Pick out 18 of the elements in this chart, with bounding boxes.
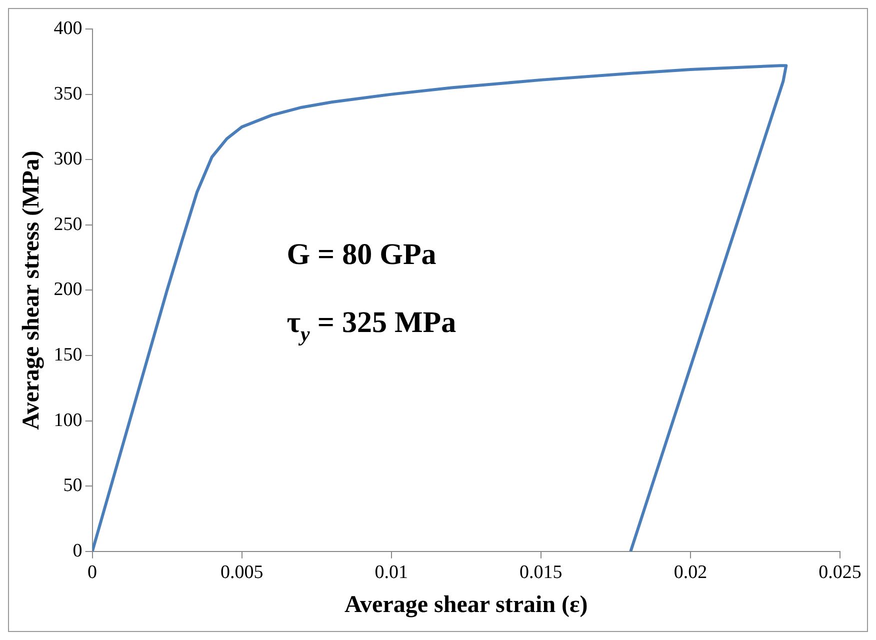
x-tick-label: 0	[88, 562, 98, 583]
y-tick-label: 0	[72, 540, 82, 562]
annotation: G = 80 GPa	[286, 238, 436, 272]
y-tick-label: 50	[63, 475, 82, 496]
x-tick-label: 0.025	[818, 562, 862, 583]
x-tick-label: 0.02	[674, 562, 708, 583]
y-tick-label: 350	[54, 83, 82, 104]
y-tick-label: 200	[54, 279, 82, 300]
x-tick-label: 0.01	[374, 562, 408, 583]
x-tick-label: 0.005	[220, 562, 264, 583]
y-tick-label: 250	[54, 214, 82, 235]
y-tick-label: 400	[54, 18, 82, 39]
y-tick-label: 150	[54, 344, 82, 366]
y-tick-label: 100	[54, 410, 82, 431]
x-axis-title: Average shear strain (ε)	[344, 592, 588, 618]
x-tick-label: 0.015	[520, 562, 562, 583]
y-tick-label: 300	[54, 148, 82, 170]
y-axis-title: Average shear stress (MPa)	[18, 150, 45, 430]
